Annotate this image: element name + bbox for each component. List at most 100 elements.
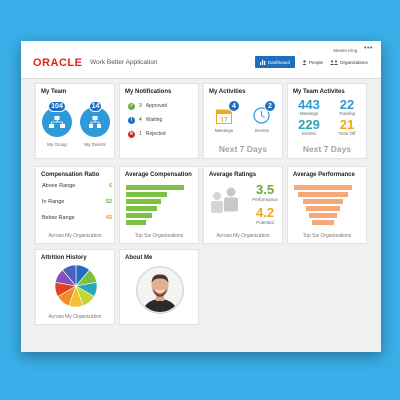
- bar: [294, 185, 352, 190]
- avg-ratings-tile[interactable]: Average Ratings 3.5 Performance 4.2 Pote…: [203, 166, 283, 244]
- tile-title: My Team Activites: [293, 89, 345, 95]
- info-icon: i: [128, 116, 135, 124]
- calendar-icon: 17: [216, 109, 232, 124]
- period-label: Next 7 Days: [302, 144, 352, 154]
- notification-waiting[interactable]: i 4 Waiting: [128, 115, 162, 125]
- notifications-tile[interactable]: My Notifications ✓ 3 Approved i 4 Waitin…: [119, 83, 199, 159]
- nav-dashboard-button[interactable]: Dashboard: [255, 56, 295, 68]
- tile-title: Average Performance: [293, 172, 355, 178]
- bar: [312, 220, 334, 225]
- notification-label: Approved: [145, 103, 168, 109]
- bar: [126, 220, 147, 225]
- nav-organizations-button[interactable]: Organizations: [330, 57, 368, 67]
- tile-title: Average Compensation: [125, 172, 192, 178]
- meetings-label: Meetings: [214, 128, 234, 133]
- team-timeoff-label: Time Off: [338, 131, 356, 136]
- bar: [126, 199, 161, 204]
- my-directs-icon[interactable]: [80, 107, 110, 137]
- bar: [297, 192, 349, 197]
- avg-performance-tile[interactable]: Average Performance Top Six Organization…: [287, 166, 367, 244]
- oracle-logo: ORACLE: [33, 57, 83, 69]
- attrition-pie-chart: [54, 264, 98, 308]
- nav-people-label: People: [309, 59, 324, 65]
- events-label: Events: [255, 128, 269, 133]
- notification-count: 4: [139, 117, 142, 123]
- nav-dashboard-label: Dashboard: [267, 59, 290, 65]
- about-me-tile[interactable]: About Me: [119, 249, 199, 325]
- range-label: Above Range: [42, 183, 76, 189]
- tile-title: My Team: [41, 89, 67, 95]
- tile-title: Attrition History: [41, 255, 87, 261]
- bar: [309, 213, 337, 218]
- person-icon: [302, 59, 307, 65]
- bar: [302, 199, 344, 204]
- above-range-row: Above Range 6: [42, 183, 112, 189]
- avg-compensation-tile[interactable]: Average Compensation Top Six Organizatio…: [119, 166, 199, 244]
- tile-footer: Across My Organization: [48, 314, 102, 320]
- in-range-row: In Range 52: [42, 199, 112, 205]
- pie-slice: [62, 264, 77, 287]
- range-label: In Range: [42, 199, 65, 205]
- meetings-count: 4: [228, 100, 240, 112]
- my-group-label: My Group: [47, 142, 67, 147]
- potential-rating: 4.2: [256, 205, 275, 220]
- team-training-label: Training: [338, 111, 356, 116]
- bar: [306, 206, 340, 211]
- app-header: ORACLE Work Better Application Steven Ki…: [21, 41, 381, 79]
- notification-approved[interactable]: ✓ 3 Approved: [128, 101, 167, 111]
- bar: [126, 213, 153, 218]
- notification-count: 3: [139, 103, 142, 109]
- team-timeoff-count: 21: [339, 117, 355, 132]
- cross-icon: ✕: [128, 130, 135, 138]
- nav-people-button[interactable]: People: [302, 57, 323, 67]
- tile-title: My Notifications: [125, 89, 172, 95]
- compensation-ratio-tile[interactable]: Compensation Ratio Above Range 6 In Rang…: [35, 166, 115, 244]
- tile-footer: Top Six Organizations: [134, 233, 184, 239]
- bar: [126, 185, 184, 190]
- range-value: 43: [105, 215, 112, 221]
- bar: [126, 192, 167, 197]
- nav-organizations-label: Organizations: [340, 59, 368, 65]
- app-window: ORACLE Work Better Application Steven Ki…: [21, 41, 381, 352]
- performance-label: Performance: [252, 197, 278, 202]
- team-meetings-count: 443: [298, 97, 320, 112]
- my-directs-label: My Directs: [84, 142, 106, 147]
- clock-icon: [253, 107, 270, 124]
- attrition-history-tile[interactable]: Attrition History Across My Organization: [35, 249, 115, 325]
- events-count: 2: [264, 100, 276, 112]
- my-team-tile[interactable]: My Team 104 My Group 14 My Directs: [35, 83, 115, 159]
- dashboard-icon: [259, 59, 266, 65]
- notification-label: Rejected: [145, 131, 166, 137]
- performance-rating: 3.5: [256, 182, 275, 197]
- notification-label: Waiting: [145, 117, 163, 123]
- team-meetings-label: Meetings: [299, 111, 319, 116]
- activities-tile[interactable]: My Activities 17 4 Meetings 2 Events Nex…: [203, 83, 283, 159]
- range-label: Below Range: [42, 215, 75, 221]
- check-icon: ✓: [128, 102, 135, 110]
- app-title: Work Better Application: [90, 59, 158, 66]
- tile-title: My Activities: [209, 89, 246, 95]
- people-group-icon: [211, 187, 238, 213]
- tile-title: Compensation Ratio: [41, 172, 100, 178]
- tile-title: About Me: [125, 255, 153, 261]
- team-activities-tile[interactable]: My Team Activites 443 Meetings 22 Traini…: [287, 83, 367, 159]
- user-name[interactable]: Steven King: [333, 48, 358, 53]
- tile-footer: Across My Organization: [216, 233, 270, 239]
- team-events-count: 229: [298, 117, 320, 132]
- team-events-label: Events: [302, 131, 316, 136]
- notification-rejected[interactable]: ✕ 1 Rejected: [128, 129, 166, 139]
- range-value: 52: [105, 199, 112, 205]
- below-range-row: Below Range 43: [42, 215, 112, 221]
- notification-count: 1: [139, 131, 142, 137]
- my-group-count: 104: [48, 101, 66, 112]
- calendar-day: 17: [220, 117, 228, 124]
- my-directs-count: 14: [89, 101, 102, 112]
- profile-avatar[interactable]: [136, 266, 184, 314]
- potential-label: Potential: [256, 220, 274, 225]
- tile-footer: Across My Organization: [48, 233, 102, 239]
- more-menu-icon[interactable]: •••: [364, 45, 373, 52]
- my-group-icon[interactable]: [42, 107, 72, 137]
- range-value: 6: [108, 183, 112, 189]
- bar: [126, 206, 157, 211]
- tile-footer: Top Six Organizations: [302, 233, 352, 239]
